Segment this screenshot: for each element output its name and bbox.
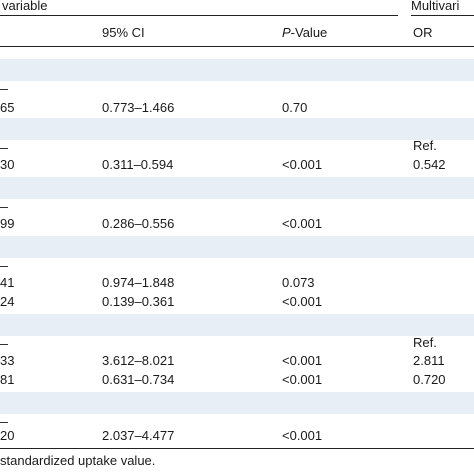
table-cell-p: <0.001 [282, 428, 323, 443]
table-footnote: standardized uptake value. [0, 453, 156, 468]
group-band [0, 118, 474, 140]
table-cell-or-uni: 33 [0, 353, 15, 368]
group-band [0, 392, 474, 414]
table-cell-ci: 0.631–0.734 [102, 372, 175, 387]
row-label-stub [0, 148, 8, 149]
table-cell-p: <0.001 [282, 294, 323, 309]
table-cell-or-multi: 0.720 [413, 372, 446, 387]
row-label-stub [0, 422, 8, 423]
table-cell-or-uni: 99 [0, 216, 15, 231]
univariable-rule [0, 15, 398, 16]
multivariable-header: Multivari [411, 0, 460, 13]
table-cell-or-uni: 41 [0, 275, 15, 290]
table-cell-ci: 0.974–1.848 [102, 275, 175, 290]
table-cell-p: <0.001 [282, 157, 323, 172]
table-cell-or-multi: 2.811 [413, 353, 445, 368]
header-bottom-rule [0, 46, 474, 47]
group-band [0, 177, 474, 199]
table-cell-ci: 3.612–8.021 [102, 353, 175, 368]
table-cell-or-uni: 30 [0, 157, 15, 172]
table-cell-ci: 0.773–1.466 [102, 100, 175, 115]
or-column-header: OR [413, 25, 433, 40]
table-bottom-rule [0, 448, 474, 449]
table-cell-ci: 2.037–4.477 [102, 428, 175, 443]
table-cell-p: <0.001 [282, 353, 323, 368]
ci-column-header: 95% CI [102, 25, 145, 40]
table-cell-ci: 0.286–0.556 [102, 216, 175, 231]
table-cell-or-uni: 20 [0, 428, 15, 443]
table-cell-or-uni: 65 [0, 100, 15, 115]
group-band [0, 314, 474, 336]
table-cell-ci: 0.311–0.594 [102, 157, 174, 172]
row-label-stub [0, 344, 8, 345]
table-cell-or-multi: 0.542 [413, 157, 446, 172]
table-cell-or-uni: 24 [0, 294, 15, 309]
table-cell-ci: 0.139–0.361 [102, 294, 175, 309]
table-cell-p: <0.001 [282, 372, 323, 387]
p-value-column-header: P-Value [282, 25, 328, 40]
table-cell-ref: Ref. [413, 138, 437, 153]
row-label-stub [0, 266, 8, 267]
table-cell-ref: Ref. [413, 335, 437, 350]
row-label-stub [0, 207, 8, 208]
table-cell-or-uni: 81 [0, 372, 15, 387]
group-band [0, 59, 474, 81]
table-cell-p: 0.70 [282, 100, 308, 115]
row-label-stub [0, 89, 8, 90]
group-band [0, 236, 474, 258]
table-cell-p: 0.073 [282, 275, 315, 290]
multivariable-rule [411, 15, 474, 16]
univariable-header: variable [2, 0, 48, 13]
table-cell-p: <0.001 [282, 216, 323, 231]
